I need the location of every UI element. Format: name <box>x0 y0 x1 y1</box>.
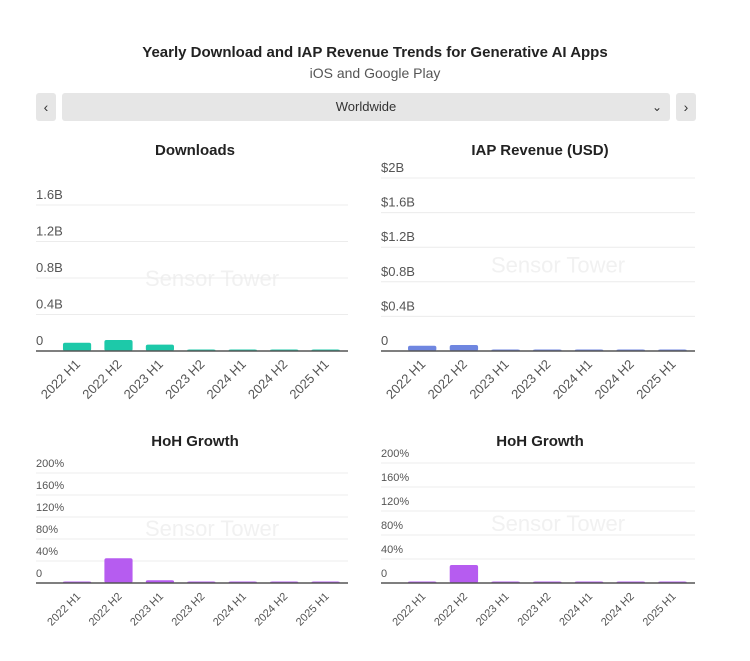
y-tick-label: 80% <box>381 520 403 532</box>
y-tick-label: $1.6B <box>381 195 415 210</box>
x-tick-label: 2022 H2 <box>432 591 470 629</box>
chart-title-downloads: Downloads <box>154 142 235 159</box>
y-tick-label: $0.4B <box>381 298 415 313</box>
region-select[interactable]: Worldwide ⌄ <box>62 93 670 121</box>
page-title: Yearly Download and IAP Revenue Trends f… <box>142 44 608 61</box>
y-tick-label: $0.8B <box>381 264 415 279</box>
bar-2023-h1[interactable] <box>145 344 174 351</box>
x-tick-label: 2024 H1 <box>557 591 595 629</box>
y-tick-label: 40% <box>381 544 403 556</box>
prev-region-button[interactable]: ‹ <box>36 93 56 121</box>
y-tick-label: 120% <box>36 502 64 514</box>
y-tick-label: 0.8B <box>36 260 63 275</box>
bar-2022-h2[interactable] <box>104 558 133 583</box>
x-tick-label: 2022 H1 <box>390 591 428 629</box>
next-region-button[interactable]: › <box>676 93 696 121</box>
x-tick-label: 2024 H2 <box>599 591 637 629</box>
y-tick-label: 200% <box>381 448 409 460</box>
bar-2022-h1[interactable] <box>408 345 437 351</box>
x-tick-label: 2023 H2 <box>516 591 554 629</box>
chart-title-hoh-downloads: HoH Growth <box>151 433 239 450</box>
chevron-right-icon: › <box>683 99 689 115</box>
y-tick-label: 160% <box>36 480 64 492</box>
y-tick-label: $2B <box>381 160 404 175</box>
x-tick-label: 2023 H1 <box>474 591 512 629</box>
page-subtitle: iOS and Google Play <box>309 65 441 81</box>
y-tick-label: 0.4B <box>36 297 63 312</box>
y-tick-label: 0 <box>381 333 388 348</box>
watermark: Sensor Tower <box>491 253 625 278</box>
y-tick-label: 120% <box>381 496 409 508</box>
y-tick-label: 0 <box>36 333 43 348</box>
bar-2022-h2[interactable] <box>449 565 479 583</box>
chart-title-revenue: IAP Revenue (USD) <box>471 142 609 159</box>
x-tick-label: 2025 H1 <box>641 591 679 629</box>
bar-2022-h2[interactable] <box>104 340 133 351</box>
y-tick-label: $1.2B <box>381 229 415 244</box>
y-tick-label: 0 <box>36 568 42 580</box>
bar-2022-h2[interactable] <box>449 344 479 351</box>
y-tick-label: 200% <box>36 458 64 470</box>
y-tick-label: 1.6B <box>36 187 63 202</box>
bar-2022-h1[interactable] <box>62 342 92 351</box>
region-select-value: Worldwide <box>335 99 397 114</box>
watermark: Sensor Tower <box>491 511 625 536</box>
y-tick-label: 40% <box>36 546 58 558</box>
chevron-left-icon: ‹ <box>43 99 49 115</box>
y-tick-label: 0 <box>381 568 387 580</box>
y-tick-label: 160% <box>381 472 409 484</box>
watermark: Sensor Tower <box>145 516 279 541</box>
y-tick-label: 1.2B <box>36 224 63 239</box>
chart-title-hoh-revenue: HoH Growth <box>496 433 584 450</box>
y-tick-label: 80% <box>36 524 58 536</box>
chevron-down-icon: ⌄ <box>651 100 662 114</box>
